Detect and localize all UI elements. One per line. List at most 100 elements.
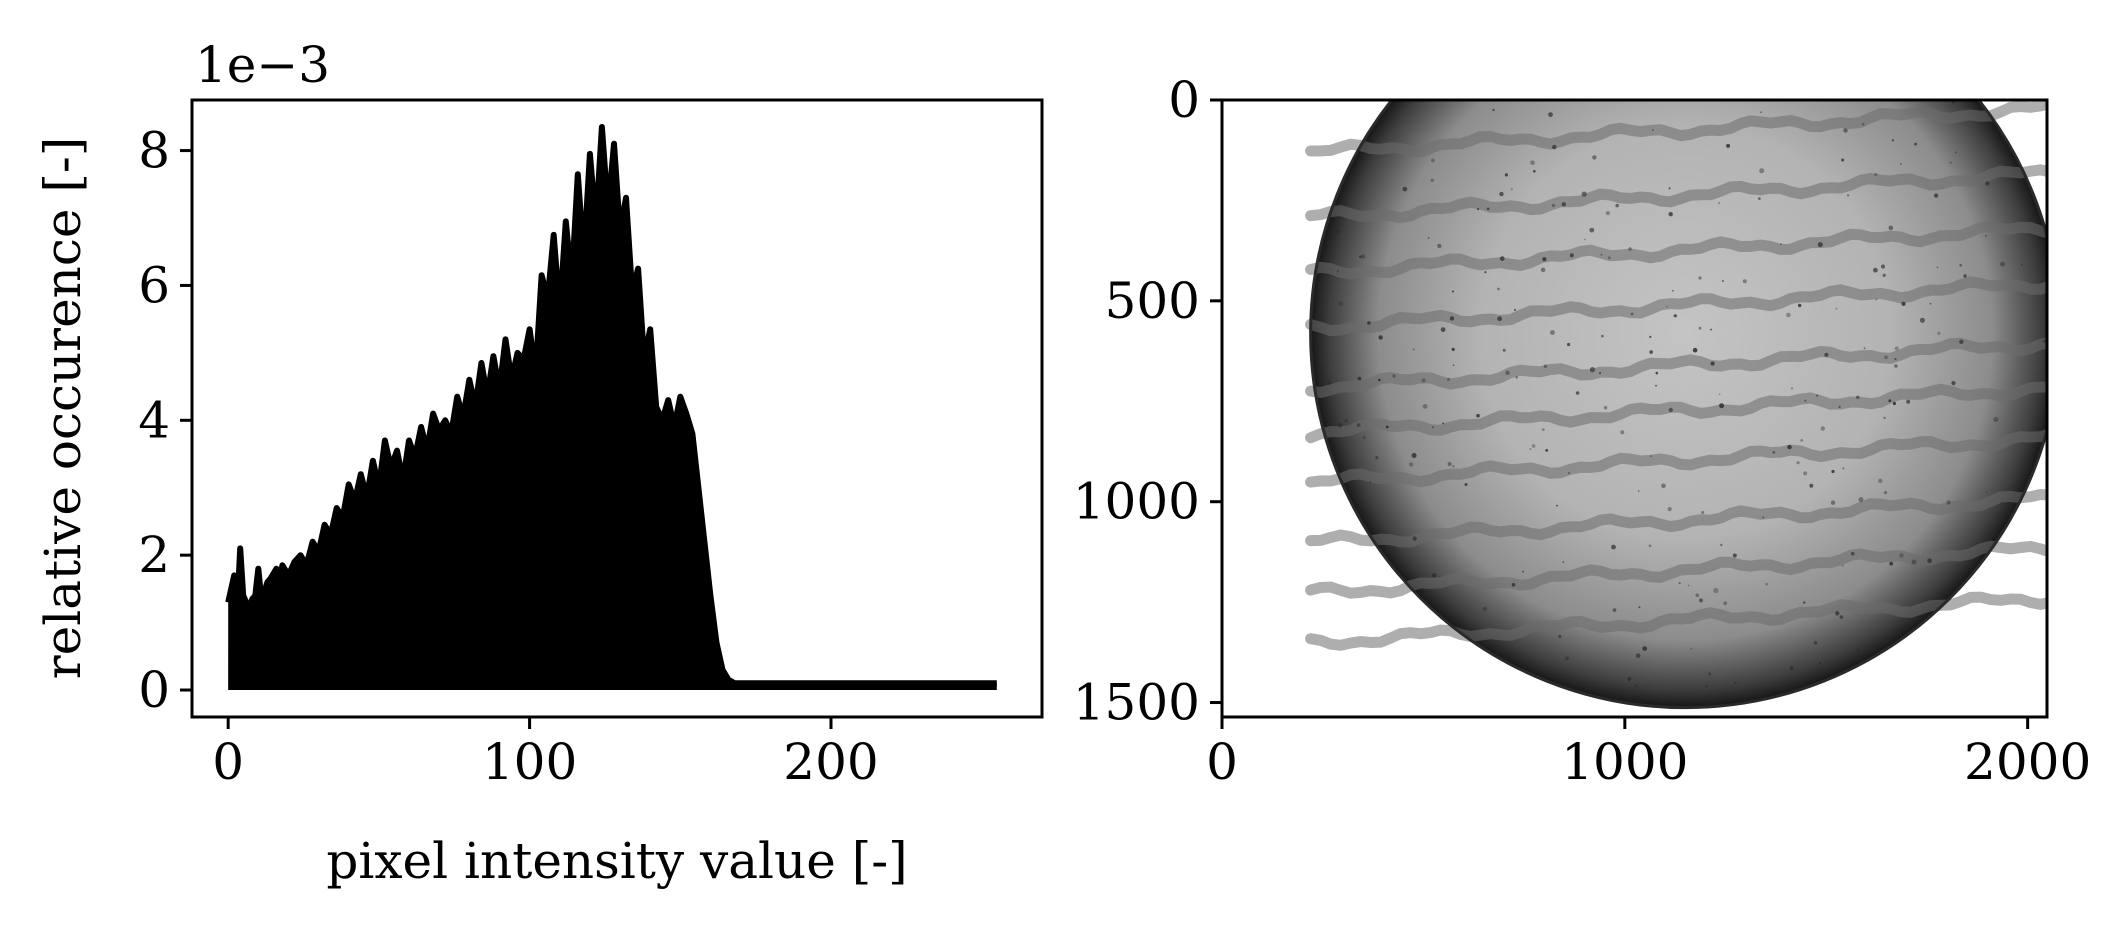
image-speck — [1841, 158, 1845, 162]
image-speck — [1502, 348, 1506, 352]
image-speck — [1954, 151, 1957, 154]
image-speck — [1933, 193, 1939, 198]
image-speck — [1336, 230, 1340, 234]
image-speck — [1449, 316, 1455, 321]
image-speck — [1637, 490, 1640, 492]
image-band — [1305, 540, 2047, 599]
image-band — [1305, 337, 2047, 399]
image-speck — [1612, 608, 1617, 612]
image-speck — [1901, 301, 1906, 306]
image-speck — [1378, 335, 1383, 340]
image-speck — [1963, 274, 1967, 278]
image-speck — [1835, 307, 1838, 310]
image-x-tick-label: 0 — [1206, 733, 1238, 791]
image-speck — [1529, 18, 1531, 20]
image-speck — [1411, 453, 1417, 458]
image-speck — [1606, 1, 1609, 4]
image-speck — [1882, 273, 1886, 277]
image-speck — [1892, 401, 1896, 406]
image-speck — [1891, 139, 1894, 142]
image-speck — [1741, 35, 1743, 37]
image-speck — [1466, 56, 1468, 58]
image-speck — [1624, 47, 1627, 50]
image-speck — [1611, 544, 1616, 550]
image-speck — [1599, 372, 1601, 375]
image-speck — [1765, 582, 1768, 586]
image-speck — [1499, 191, 1504, 197]
image-speck — [1929, 302, 1932, 305]
image-speck — [1936, 266, 1939, 269]
image-speck — [1356, 423, 1361, 427]
image-speck — [1796, 39, 1801, 44]
image-speck — [1584, 681, 1586, 683]
image-speck — [1638, 606, 1641, 609]
image-speck — [1550, 330, 1555, 335]
image-speck — [1647, 685, 1649, 688]
image-speck — [1726, 22, 1730, 26]
image-speck — [1656, 78, 1658, 80]
image-speck — [1585, 29, 1588, 32]
image-speck — [1661, 77, 1666, 82]
image-speck — [1484, 271, 1487, 274]
image-speck — [1362, 435, 1366, 440]
image-speck — [1803, 601, 1806, 604]
histogram-chart: 1e−3 0 100 200 0 2 4 6 8 pixel intensity value… — [34, 36, 1044, 890]
image-speck — [1661, 483, 1666, 489]
image-speck — [1760, 111, 1762, 114]
image-speck — [1780, 243, 1782, 246]
image-speck — [1432, 426, 1434, 429]
image-speck — [1951, 381, 1956, 386]
image-speck — [1692, 347, 1698, 353]
image-band — [1305, 164, 2047, 224]
image-band — [1305, 429, 2047, 488]
image-speck — [1452, 465, 1455, 468]
image-speck — [1817, 242, 1823, 248]
image-speck — [1993, 416, 1999, 422]
image-speck — [1437, 243, 1442, 249]
image-speck — [1838, 405, 1841, 409]
image-speck — [1790, 387, 1794, 390]
image-speck — [1878, 478, 1883, 483]
image-speck — [1529, 448, 1532, 450]
histogram-y-tick-label: 8 — [138, 122, 170, 180]
image-speck — [1758, 197, 1761, 201]
image-speck — [1477, 208, 1480, 211]
image-speck — [2000, 261, 2006, 267]
image-speck — [1615, 203, 1619, 208]
image-speck — [1718, 201, 1721, 205]
histogram-x-ticks: 0 100 200 — [212, 717, 879, 791]
image-speck — [2040, 279, 2044, 283]
image-speck — [1866, 75, 1870, 79]
image-speck — [1899, 553, 1904, 558]
image-speck — [1649, 335, 1652, 338]
image-speck — [1642, 646, 1647, 651]
image-speck — [1843, 128, 1848, 133]
image-speck — [1431, 158, 1435, 163]
image-speck — [1830, 500, 1836, 505]
image-speck — [1442, 422, 1444, 425]
image-speck — [1562, 561, 1565, 563]
image-speck — [1511, 583, 1516, 587]
image-speck — [1883, 416, 1886, 420]
histogram-y-tick-label: 2 — [138, 526, 170, 584]
image-speck — [1875, 298, 1878, 301]
image-speck — [1710, 328, 1713, 331]
y-axis-label: relative occurence [-] — [34, 137, 92, 680]
image-speck — [1985, 181, 1990, 186]
histogram-x-tick-label: 200 — [783, 733, 878, 791]
image-speck — [1666, 305, 1668, 308]
image-speck — [1678, 582, 1681, 585]
image-speck — [1359, 255, 1362, 258]
image-speck — [1447, 462, 1452, 466]
image-speck — [1804, 399, 1807, 402]
image-speck — [1772, 451, 1776, 454]
x-axis-label: pixel intensity value [-] — [326, 832, 907, 890]
image-speck — [1699, 598, 1703, 603]
image-speck — [1835, 611, 1840, 616]
image-speck — [1498, 48, 1500, 50]
image-speck — [1919, 317, 1925, 323]
image-speck — [1503, 45, 1505, 47]
image-speck — [1889, 561, 1894, 566]
image-speck — [1620, 430, 1625, 435]
image-panel: 0 1000 2000 0 500 1000 1500 — [1073, 1, 2092, 791]
